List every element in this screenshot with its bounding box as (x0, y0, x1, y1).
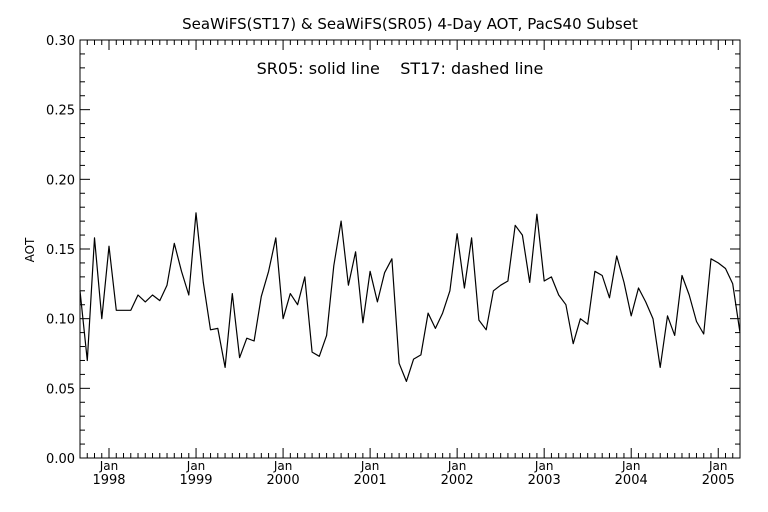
y-tick-label: 0.30 (46, 34, 75, 49)
x-tick-year-label: 1998 (92, 473, 125, 488)
y-tick-label: 0.10 (46, 313, 75, 328)
x-tick-month-label: Jan (708, 459, 728, 473)
x-tick-year-label: 1999 (179, 473, 212, 488)
x-tick-year-label: 2002 (441, 473, 474, 488)
x-tick-month-label: Jan (447, 459, 467, 473)
y-tick-label: 0.00 (46, 452, 75, 467)
line-style-annotation: SR05: solid line ST17: dashed line (257, 59, 544, 78)
y-tick-label: 0.15 (46, 243, 75, 258)
plot-frame (79, 39, 741, 459)
series-line-sr05 (79, 212, 741, 382)
x-tick-year-label: 2003 (528, 473, 561, 488)
x-tick-month-label: Jan (534, 459, 554, 473)
chart-title: SeaWiFS(ST17) & SeaWiFS(SR05) 4-Day AOT,… (182, 15, 638, 33)
y-tick-label: 0.25 (46, 104, 75, 119)
y-tick-label: 0.20 (46, 173, 75, 188)
x-tick-month-label: Jan (186, 459, 206, 473)
x-tick-year-label: 2001 (354, 473, 387, 488)
x-axis: Jan1998Jan1999Jan2000Jan2001Jan2002Jan20… (79, 40, 741, 488)
x-tick-year-label: 2005 (702, 473, 735, 488)
x-tick-year-label: 2004 (615, 473, 648, 488)
x-tick-month-label: Jan (273, 459, 293, 473)
x-tick-month-label: Jan (360, 459, 380, 473)
x-tick-month-label: Jan (99, 459, 119, 473)
x-tick-month-label: Jan (621, 459, 641, 473)
y-axis-label: AOT (23, 237, 37, 262)
y-axis: 0.00 0.05 0.10 0.15 0.20 0.25 0.30 (46, 34, 740, 467)
x-tick-year-label: 2000 (267, 473, 300, 488)
y-tick-label: 0.05 (46, 382, 75, 397)
series-layer (79, 212, 741, 382)
